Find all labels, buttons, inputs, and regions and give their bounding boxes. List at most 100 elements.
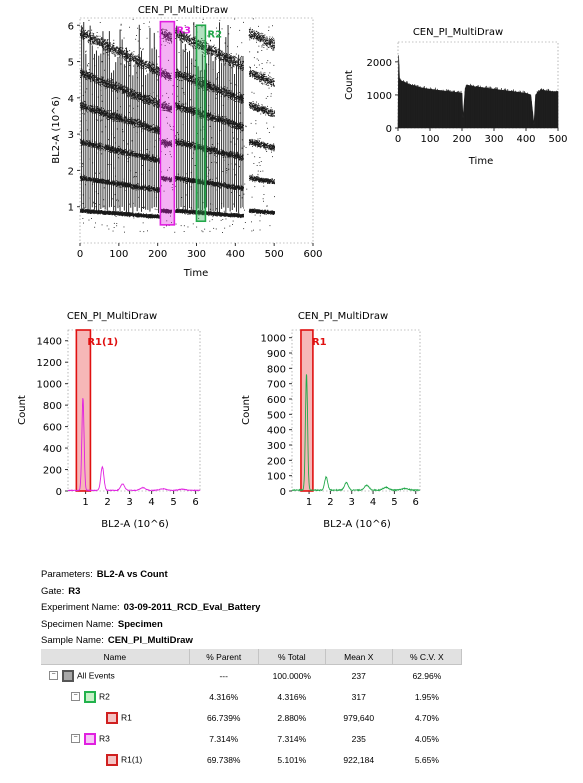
event-dot bbox=[89, 212, 90, 213]
event-dot bbox=[114, 137, 115, 138]
event-dot bbox=[236, 54, 237, 55]
event-dot bbox=[158, 56, 159, 57]
event-dot bbox=[82, 211, 83, 212]
event-dot bbox=[221, 220, 222, 221]
event-dot bbox=[145, 216, 146, 217]
event-dot bbox=[252, 197, 253, 198]
event-dot bbox=[97, 213, 98, 214]
event-dot bbox=[82, 179, 83, 180]
event-dot bbox=[121, 153, 122, 154]
event-dot bbox=[97, 182, 98, 183]
event-dot bbox=[86, 210, 87, 211]
event-dot bbox=[158, 31, 159, 32]
event-dot bbox=[142, 157, 143, 158]
event-dot bbox=[264, 83, 265, 84]
event-dot bbox=[257, 52, 258, 53]
event-dot bbox=[157, 214, 158, 215]
event-dot bbox=[93, 178, 94, 179]
event-dot bbox=[101, 153, 102, 154]
event-dot bbox=[114, 211, 115, 212]
event-dot bbox=[132, 140, 133, 141]
event-dot bbox=[89, 20, 90, 21]
event-dot bbox=[100, 22, 101, 23]
event-dot bbox=[264, 72, 265, 73]
event-dot bbox=[190, 99, 191, 100]
event-dot bbox=[90, 213, 91, 214]
event-dot bbox=[155, 189, 156, 190]
event-dot bbox=[158, 218, 159, 219]
event-dot bbox=[177, 20, 178, 21]
event-dot bbox=[212, 219, 213, 220]
event-dot bbox=[91, 212, 92, 213]
event-dot bbox=[133, 215, 134, 216]
event-dot bbox=[131, 186, 132, 187]
event-dot bbox=[85, 52, 86, 53]
event-dot bbox=[93, 179, 94, 180]
event-dot bbox=[124, 212, 125, 213]
event-dot bbox=[210, 126, 211, 127]
event-dot bbox=[253, 163, 254, 164]
event-dot bbox=[242, 197, 243, 198]
event-dot bbox=[93, 146, 94, 147]
event-dot bbox=[104, 187, 105, 188]
event-dot bbox=[131, 151, 132, 152]
event-dot bbox=[144, 23, 145, 24]
event-dot bbox=[131, 119, 132, 120]
event-dot bbox=[266, 98, 267, 99]
event-dot bbox=[262, 171, 263, 172]
event-dot bbox=[222, 219, 223, 220]
event-dot bbox=[131, 153, 132, 154]
event-dot bbox=[94, 211, 95, 212]
event-dot bbox=[271, 96, 272, 97]
event-dot bbox=[116, 213, 117, 214]
event-dot bbox=[149, 186, 150, 187]
dotplot-y-tick-label: 6 bbox=[68, 21, 74, 32]
event-dot bbox=[112, 214, 113, 215]
event-dot bbox=[226, 168, 227, 169]
event-dot bbox=[108, 55, 109, 56]
event-dot bbox=[99, 213, 100, 214]
event-dot bbox=[216, 229, 217, 230]
event-dot bbox=[110, 149, 111, 150]
event-dot bbox=[123, 184, 124, 185]
event-dot bbox=[136, 172, 137, 173]
event-dot bbox=[144, 216, 145, 217]
event-dot bbox=[252, 174, 253, 175]
event-dot bbox=[130, 154, 131, 155]
event-dot bbox=[108, 180, 109, 181]
event-dot bbox=[103, 53, 104, 54]
event-dot bbox=[269, 72, 270, 73]
event-dot bbox=[89, 69, 90, 70]
event-dot bbox=[126, 215, 127, 216]
event-dot bbox=[100, 213, 101, 214]
event-dot bbox=[84, 208, 85, 209]
event-dot bbox=[114, 215, 115, 216]
event-dot bbox=[235, 174, 236, 175]
event-dot bbox=[158, 215, 159, 216]
event-dot bbox=[273, 127, 274, 128]
event-dot bbox=[137, 28, 138, 29]
event-dot bbox=[210, 231, 211, 232]
event-dot bbox=[88, 63, 89, 64]
event-dot bbox=[102, 101, 103, 102]
event-dot bbox=[149, 215, 150, 216]
event-dot bbox=[98, 149, 99, 150]
event-dot bbox=[140, 187, 141, 188]
event-dot bbox=[116, 216, 117, 217]
event-dot bbox=[184, 231, 185, 232]
event-dot bbox=[259, 65, 260, 66]
event-dot bbox=[148, 216, 149, 217]
event-dot bbox=[117, 185, 118, 186]
event-dot bbox=[144, 207, 145, 208]
event-dot bbox=[130, 65, 131, 66]
event-dot bbox=[143, 215, 144, 216]
event-dot bbox=[260, 165, 261, 166]
event-dot bbox=[259, 157, 260, 158]
event-dot bbox=[203, 231, 204, 232]
event-dot bbox=[134, 215, 135, 216]
event-dot bbox=[136, 215, 137, 216]
event-dot bbox=[91, 210, 92, 211]
event-dot bbox=[121, 150, 122, 151]
event-dot bbox=[110, 146, 111, 147]
event-dot bbox=[196, 227, 197, 228]
